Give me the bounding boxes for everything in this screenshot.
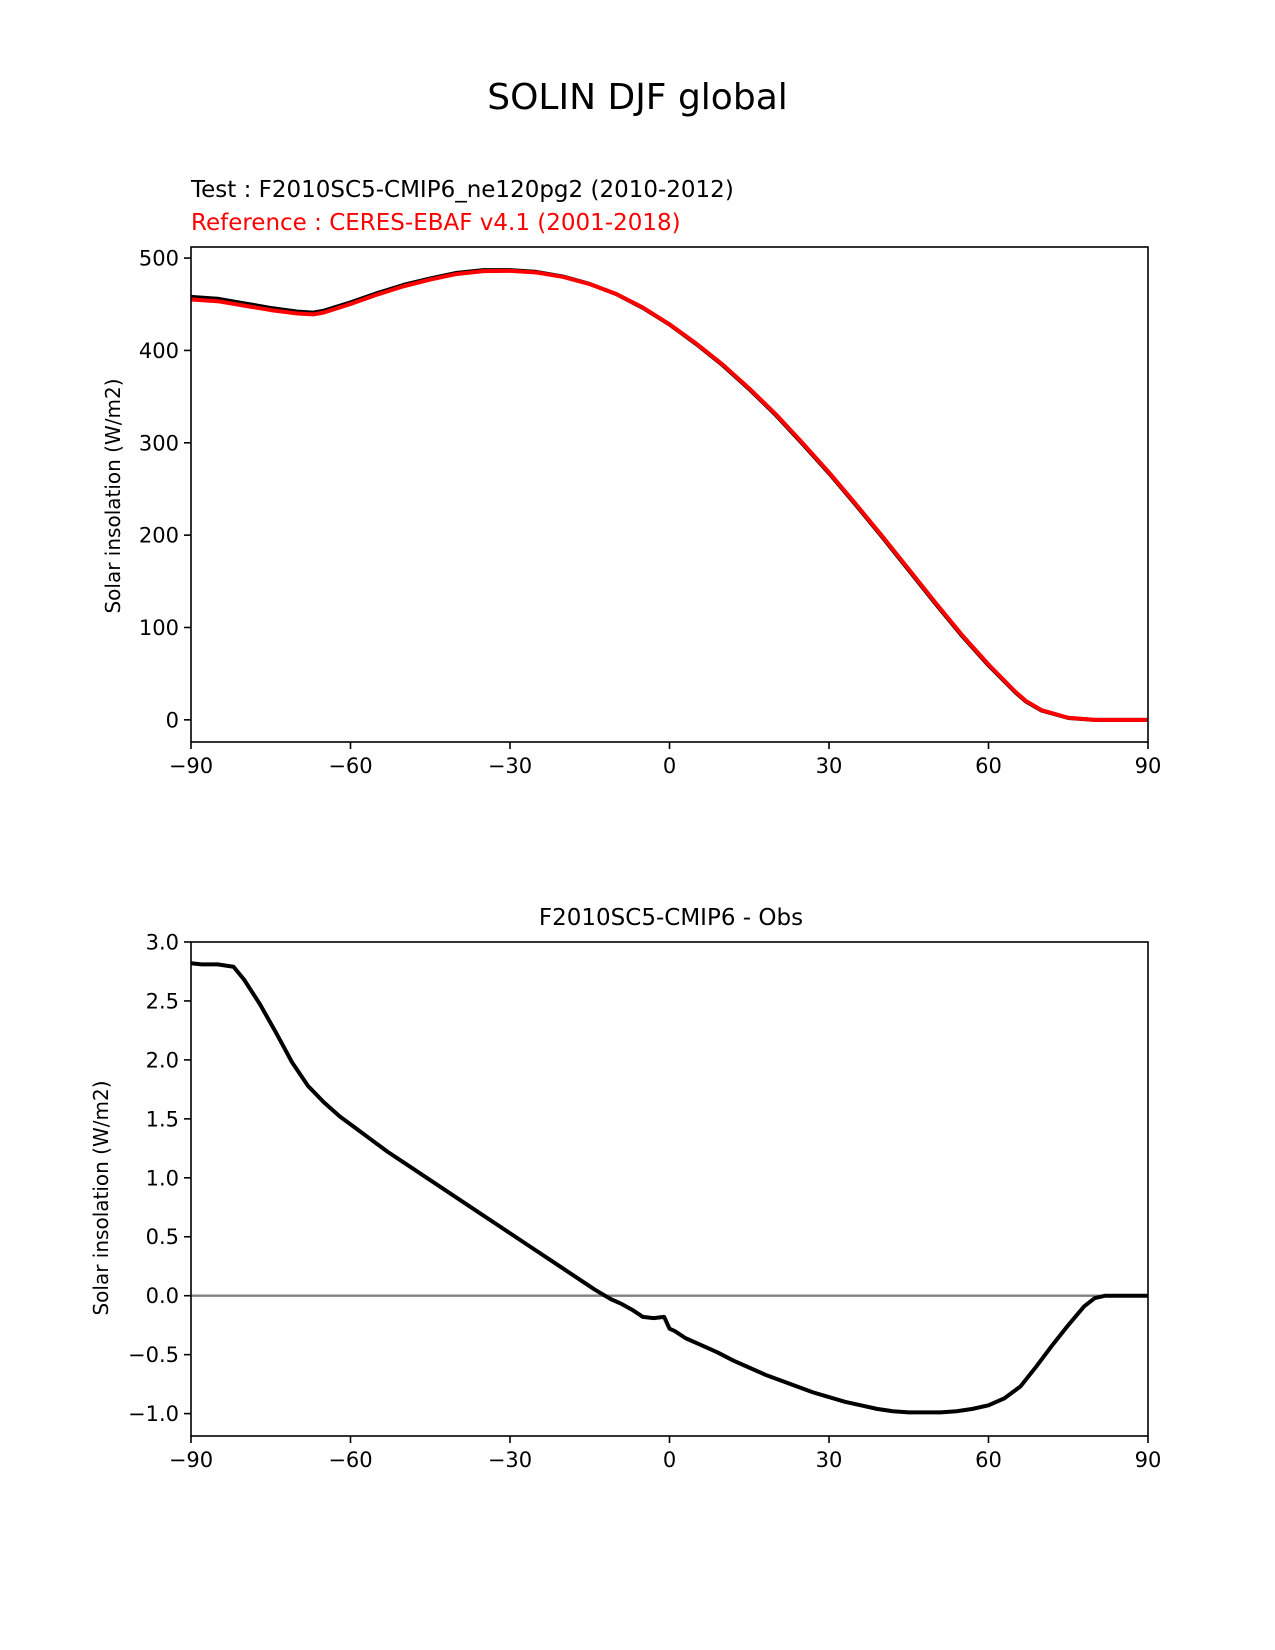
panel-top-series-reference [190, 268, 1148, 722]
panel-bottom-ytick-label: 1.5 [146, 1107, 179, 1131]
panel-bottom-ytick-label: 2.5 [146, 989, 179, 1013]
panel-bottom-ytick-label: 2.0 [146, 1048, 179, 1072]
panel-top-xtick-label: −60 [328, 754, 372, 778]
panel-bottom-axes-frame [190, 941, 1149, 1437]
panel-bottom-xtick-label: 90 [1135, 1448, 1162, 1472]
panel-bottom-xtick-label: −30 [488, 1448, 532, 1472]
panel-bottom-xtick-label: 60 [975, 1448, 1002, 1472]
panel-bottom-ytick-label: −1.0 [128, 1402, 179, 1426]
panel-top-title-test: Test : F2010SC5-CMIP6_ne120pg2 (2010-201… [190, 177, 734, 203]
panel-bottom-xtick-label: 0 [663, 1448, 676, 1472]
panel-top-title-reference: Reference : CERES-EBAF v4.1 (2001-2018) [191, 210, 681, 236]
panel-top-ytick-label: 300 [139, 431, 179, 455]
panel-top: Test : F2010SC5-CMIP6_ne120pg2 (2010-201… [101, 177, 1161, 778]
panel-bottom-ylabel: Solar insolation (W/m2) [89, 1080, 113, 1315]
panel-bottom-xtick-label: −60 [328, 1448, 372, 1472]
panel-bottom-ytick-label: 3.0 [146, 931, 179, 955]
figure-suptitle: SOLIN DJF global [487, 77, 788, 118]
panel-top-ytick-label: 500 [139, 247, 179, 271]
panel-bottom-ytick-label: −0.5 [128, 1343, 179, 1367]
panel-top-xtick-label: 90 [1135, 754, 1162, 778]
panel-bottom-title: F2010SC5-CMIP6 - Obs [539, 905, 803, 931]
panel-bottom: F2010SC5-CMIP6 - Obs Solar insolation (W… [89, 905, 1161, 1472]
panel-bottom-ytick-label: 0.0 [146, 1284, 179, 1308]
panel-top-xtick-label: −90 [169, 754, 213, 778]
panel-bottom-xtick-label: −90 [169, 1448, 213, 1472]
panel-bottom-series-test-reference [190, 961, 1148, 1415]
panel-top-xtick-label: 0 [663, 754, 676, 778]
panel-top-xtick-label: −30 [488, 754, 532, 778]
panel-bottom-xtick-label: 30 [816, 1448, 843, 1472]
panel-bottom-ytick-label: 0.5 [146, 1225, 179, 1249]
panel-top-xtick-label: 60 [975, 754, 1002, 778]
panel-top-ytick-label: 100 [139, 616, 179, 640]
panel-top-ytick-label: 0 [166, 708, 179, 732]
panel-top-ytick-label: 400 [139, 339, 179, 363]
panel-top-ytick-label: 200 [139, 524, 179, 548]
panel-top-xtick-label: 30 [816, 754, 843, 778]
panel-top-axes-frame [190, 246, 1149, 743]
panel-top-ylabel: Solar insolation (W/m2) [101, 378, 125, 613]
panel-bottom-ytick-label: 1.0 [146, 1166, 179, 1190]
panel-top-series-test [190, 268, 1148, 722]
